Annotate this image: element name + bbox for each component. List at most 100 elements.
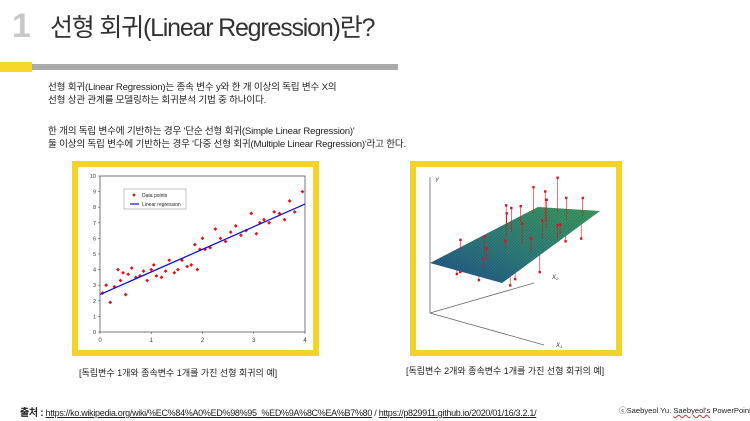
regression-line	[99, 203, 306, 296]
y-tick-label: 7	[93, 221, 96, 227]
data-point	[519, 205, 522, 208]
data-point	[581, 196, 584, 200]
data-point	[172, 270, 177, 275]
body-text-line-2: 선형 상관 관계를 모델링하는 회귀분석 기법 중 하나이다.	[48, 95, 267, 106]
x-tick-label: 0	[98, 338, 102, 344]
data-point	[189, 263, 194, 267]
data-point	[483, 235, 486, 238]
data-point	[192, 242, 197, 247]
data-point	[556, 176, 559, 179]
data-point	[292, 209, 297, 214]
data-point	[556, 224, 559, 227]
title-underline-bar	[32, 64, 398, 70]
data-point	[185, 264, 190, 269]
data-point	[239, 233, 243, 238]
data-point	[455, 272, 459, 276]
simple-regression-frame: 0 1 2 3 4 5 6 7 8 9 10 0 1 2 3 4 Data points Linear regr…	[72, 161, 319, 356]
data-point	[223, 239, 228, 244]
body-text-line-4: 둘 이상의 독립 변수에 기반하는 경우 '다중 선형 회귀(Multiple …	[48, 139, 406, 150]
data-point	[509, 284, 512, 287]
data-point	[218, 236, 223, 241]
data-point	[267, 220, 272, 225]
data-point	[505, 212, 508, 215]
y-tick-label: 8	[93, 205, 96, 211]
data-point	[532, 185, 535, 189]
data-point	[195, 267, 200, 272]
data-point	[477, 278, 481, 282]
multiple-regression-chart: Y X2 X1	[429, 176, 600, 349]
data-point	[213, 227, 218, 231]
source-citation: 출처 : https://ko.wikipedia.org/wiki/%EC%8…	[20, 404, 537, 419]
title-underline-accent	[0, 62, 32, 72]
data-point	[145, 278, 150, 283]
data-point	[538, 270, 541, 274]
data-point	[123, 292, 128, 297]
slide-number: 1	[12, 7, 31, 45]
y-tick-label: 2	[93, 299, 96, 305]
data-point	[520, 222, 524, 225]
data-point	[154, 273, 159, 278]
x2-axis-label: X2	[551, 275, 559, 281]
data-point	[564, 240, 567, 243]
x1-axis	[429, 312, 545, 346]
data-point	[272, 209, 277, 214]
data-point	[163, 269, 168, 274]
data-point	[118, 278, 123, 283]
data-point	[482, 257, 485, 260]
y-tick-label: 0	[93, 330, 96, 336]
legend-marker-data-points	[132, 193, 136, 197]
page-title: 선형 회귀(Linear Regression)란?	[50, 14, 375, 42]
data-point	[208, 245, 213, 250]
body-text-line-1: 선형 회귀(Linear Regression)는 종속 변수 y와 한 개 이…	[48, 82, 337, 93]
data-point	[254, 231, 259, 236]
data-point	[287, 199, 292, 203]
data-point	[121, 270, 125, 275]
data-point	[558, 223, 562, 226]
copyright-suffix: PowerPoint	[710, 406, 750, 415]
source-link-blog[interactable]: https://p829911.github.io/2020/01/16/3.2…	[378, 408, 537, 418]
data-point	[529, 236, 533, 240]
multiple-regression-frame: Y X2 X1	[410, 161, 622, 356]
y-axis-label: Y	[435, 178, 440, 184]
legend-label-data-points: Data points	[142, 193, 168, 199]
x-tick-label: 1	[150, 338, 154, 344]
source-separator: /	[372, 408, 379, 418]
legend-label-linear-regression: Linear regression	[142, 202, 181, 208]
source-link-wikipedia[interactable]: https://ko.wikipedia.org/wiki/%EC%84%A0%…	[45, 408, 373, 418]
data-point	[176, 267, 180, 272]
copyright-name: Saebyeol's	[673, 406, 711, 415]
data-point	[545, 198, 548, 201]
data-point	[282, 217, 287, 222]
left-figure-caption: [독립변수 1개와 종속변수 1개를 가진 선형 회귀의 예]	[79, 368, 278, 378]
data-point	[513, 277, 517, 281]
data-point	[503, 239, 507, 242]
body-text-line-3: 한 개의 독립 변수에 기반하는 경우 '단순 선형 회귀(Simple Lin…	[48, 126, 355, 137]
legend-box	[123, 188, 187, 210]
data-point	[228, 230, 233, 235]
regression-plane-mesh	[430, 207, 600, 283]
data-point	[200, 236, 205, 241]
data-point	[485, 247, 488, 250]
data-point	[104, 283, 109, 288]
data-point	[149, 267, 154, 272]
data-point	[580, 237, 583, 240]
data-point	[544, 190, 547, 193]
data-point	[159, 275, 164, 280]
data-point	[249, 211, 254, 216]
right-figure-caption: [독립변수 2개와 종속변수 1개를 가진 선형 회귀의 예]	[406, 366, 605, 376]
y-tick-label: 9	[93, 190, 96, 196]
y-tick-label: 4	[93, 268, 96, 274]
data-point	[459, 270, 462, 274]
copyright-notice: ⓒSaebyeol Yu. Saebyeol's PowerPoint	[619, 405, 750, 416]
data-point	[233, 224, 238, 228]
data-point	[541, 219, 544, 222]
data-point	[151, 263, 156, 267]
y-tick-label: 5	[93, 252, 96, 258]
y-tick-label: 6	[93, 236, 96, 242]
data-point	[167, 258, 172, 263]
x-tick-label: 2	[201, 338, 205, 344]
y-tick-label: 10	[90, 174, 96, 180]
data-point	[108, 300, 113, 305]
data-point	[129, 266, 134, 270]
data-point	[116, 267, 120, 272]
